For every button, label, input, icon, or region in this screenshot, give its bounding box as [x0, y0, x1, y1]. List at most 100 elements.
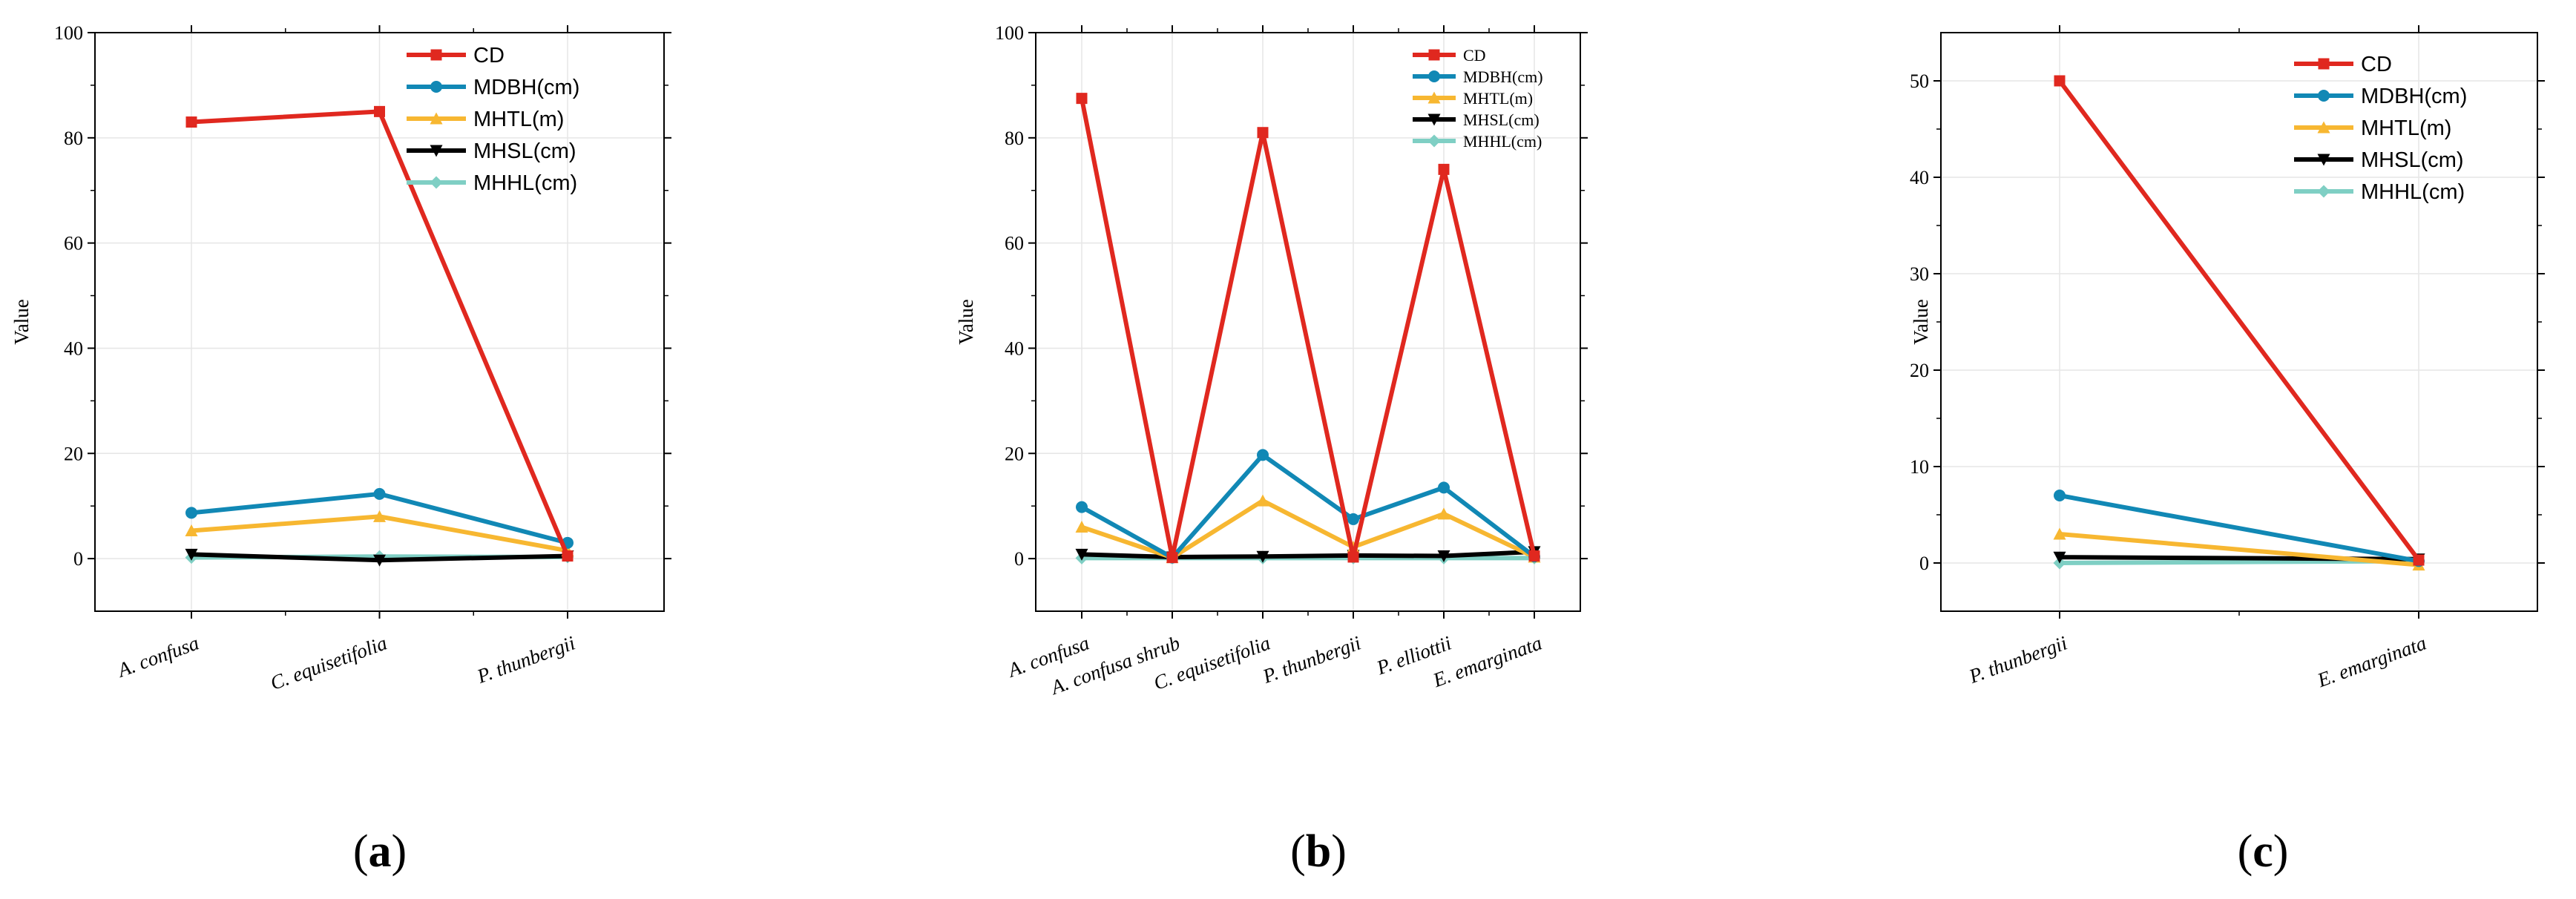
y-tick-label: 30 [1910, 263, 1929, 285]
legend-marker-mdbh-cm [2318, 90, 2330, 102]
data-point-mhtl-m-c-equisetifolia [373, 510, 386, 522]
data-point-mhsl-cm-p-thunbergii [2053, 551, 2066, 564]
panel-label-close-paren: ) [2273, 826, 2289, 877]
legend-marker-mhsl-cm [1427, 113, 1441, 126]
y-tick-label: 40 [1910, 167, 1929, 188]
legend-label-cd: CD [1463, 46, 1486, 65]
data-point-mhtl-m-a-confusa [185, 524, 198, 537]
data-point-cd-p-elliottii [1438, 163, 1450, 175]
data-point-cd-a-confusa [185, 116, 197, 128]
legend-marker-mhhl-cm [1427, 134, 1441, 148]
data-point-cd-p-thunbergii [2054, 75, 2066, 87]
legend-label-mdbh-cm: MDBH(cm) [1463, 67, 1543, 86]
data-point-mhsl-cm-a-confusa [185, 548, 198, 561]
data-point-mhtl-m-c-equisetifolia [1256, 494, 1269, 507]
series-line-mhtl-m [1080, 498, 1537, 560]
data-point-cd-a-confusa [1076, 93, 1088, 105]
y-tick-label: 0 [1014, 548, 1024, 570]
panel-a: 0 20 40 60 80 100 A. confusa C. equisetifolia P.… [10, 22, 671, 877]
data-point-cd-c-equisetifolia [1257, 127, 1269, 139]
legend-marker-cd [2318, 58, 2330, 70]
y-tick-label: 80 [1005, 128, 1024, 149]
data-point-cd-e-emarginata [2413, 554, 2425, 566]
legend-marker-mhtl-m [2317, 121, 2330, 134]
legend: CD MDBH(cm) MHTL(m) MHSL(cm) MHHL(cm) [2294, 53, 2467, 204]
series-mdbh-cm [185, 487, 574, 549]
legend-label-mdbh-cm: MDBH(cm) [2361, 85, 2467, 108]
category-label-p-thunbergii: P. thunbergii [1965, 631, 2070, 688]
panel-label-open-paren: ( [1290, 826, 1306, 877]
data-point-mhsl-cm-a-confusa [1075, 548, 1088, 561]
data-point-mdbh-cm-c-equisetifolia [1257, 449, 1269, 461]
series-cd [1076, 93, 1540, 564]
y-tick-label: 0 [73, 548, 83, 570]
data-point-cd-e-emarginata [1528, 550, 1540, 562]
legend-label-cd: CD [473, 44, 505, 67]
panel-label-letter: b [1306, 826, 1331, 877]
panel-label-open-paren: ( [2238, 826, 2253, 877]
legend-label-mhsl-cm: MHSL(cm) [473, 139, 576, 163]
legend-label-mhhl-cm: MHHL(cm) [473, 171, 577, 195]
y-tick-label: 100 [995, 22, 1024, 44]
y-tick-label: 0 [1919, 553, 1929, 574]
y-tick-label: 100 [54, 22, 83, 44]
legend-label-mhhl-cm: MHHL(cm) [2361, 180, 2465, 204]
category-label-p-thunbergii: P. thunbergii [1259, 631, 1364, 688]
data-point-mdbh-cm-a-confusa [1076, 501, 1088, 513]
legend-label-mhsl-cm: MHSL(cm) [1463, 111, 1540, 129]
legend-marker-mhtl-m [430, 112, 443, 125]
data-point-mhsl-cm-c-equisetifolia [373, 554, 386, 567]
y-tick-label: 40 [64, 337, 83, 359]
y-tick-label: 20 [1005, 443, 1024, 464]
category-label-a-confusa: A. confusa [114, 631, 202, 682]
legend-label-mhsl-cm: MHSL(cm) [2361, 148, 2464, 172]
legend-marker-mhsl-cm [2317, 154, 2330, 166]
data-point-mdbh-cm-p-elliottii [1438, 481, 1450, 494]
series-line-mdbh-cm [2057, 493, 2421, 564]
series-line-mhsl-cm [1080, 549, 1537, 559]
series-line-cd [2057, 79, 2421, 563]
series-line-mdbh-cm [1080, 452, 1537, 560]
y-tick-label: 60 [64, 233, 83, 254]
data-point-mhtl-m-p-thunbergii [2053, 527, 2066, 540]
data-point-cd-p-thunbergii [562, 550, 574, 562]
y-tick-label: 50 [1910, 70, 1929, 92]
data-point-mhtl-m-p-elliottii [1437, 507, 1450, 520]
data-point-mhsl-cm-p-elliottii [1437, 550, 1450, 563]
panel-label: (b) [1290, 826, 1347, 877]
data-point-cd-c-equisetifolia [374, 105, 385, 117]
legend-label-mhtl-m: MHTL(m) [473, 108, 564, 131]
series-line-cd [1080, 96, 1537, 560]
data-point-cd-a-confusa-shrub [1166, 552, 1178, 564]
legend-label-cd: CD [2361, 53, 2392, 76]
y-tick-label: 20 [64, 443, 83, 464]
legend: CD MDBH(cm) MHTL(m) MHSL(cm) MHHL(cm) [1413, 46, 1543, 151]
panel-label-letter: a [369, 826, 392, 877]
legend-label-mhtl-m: MHTL(m) [2361, 116, 2451, 140]
legend-marker-mhsl-cm [430, 145, 443, 157]
legend-label-mhhl-cm: MHHL(cm) [1463, 132, 1542, 151]
category-label-c-equisetifolia: C. equisetifolia [267, 631, 390, 694]
data-point-mdbh-cm-a-confusa [185, 507, 197, 519]
grid [95, 32, 664, 611]
legend-label-mhtl-m: MHTL(m) [1463, 89, 1533, 108]
legend-marker-mhhl-cm [2317, 185, 2330, 198]
legend-marker-mdbh-cm [1428, 70, 1440, 82]
y-tick-label: 80 [64, 128, 83, 149]
legend-marker-mhtl-m [1427, 91, 1441, 104]
data-point-mdbh-cm-p-thunbergii [1347, 513, 1359, 525]
category-label-p-thunbergii: P. thunbergii [473, 631, 578, 688]
legend-marker-mdbh-cm [430, 81, 442, 93]
panel-label-letter: c [2253, 826, 2273, 877]
y-axis-title: Value [955, 299, 977, 344]
data-point-mdbh-cm-c-equisetifolia [373, 487, 386, 500]
panel-c: 0 10 20 30 40 50 P. thunbergii E. emarginata Val… [1910, 25, 2545, 877]
y-tick-label: 40 [1005, 337, 1024, 359]
legend-label-mdbh-cm: MDBH(cm) [473, 76, 579, 99]
legend-marker-mhhl-cm [430, 176, 443, 189]
series-cd [185, 105, 574, 562]
series-line-mhtl-m [2057, 532, 2421, 567]
data-point-mdbh-cm-p-thunbergii [2054, 490, 2066, 501]
category-label-e-emarginata: E. emarginata [2314, 631, 2429, 691]
